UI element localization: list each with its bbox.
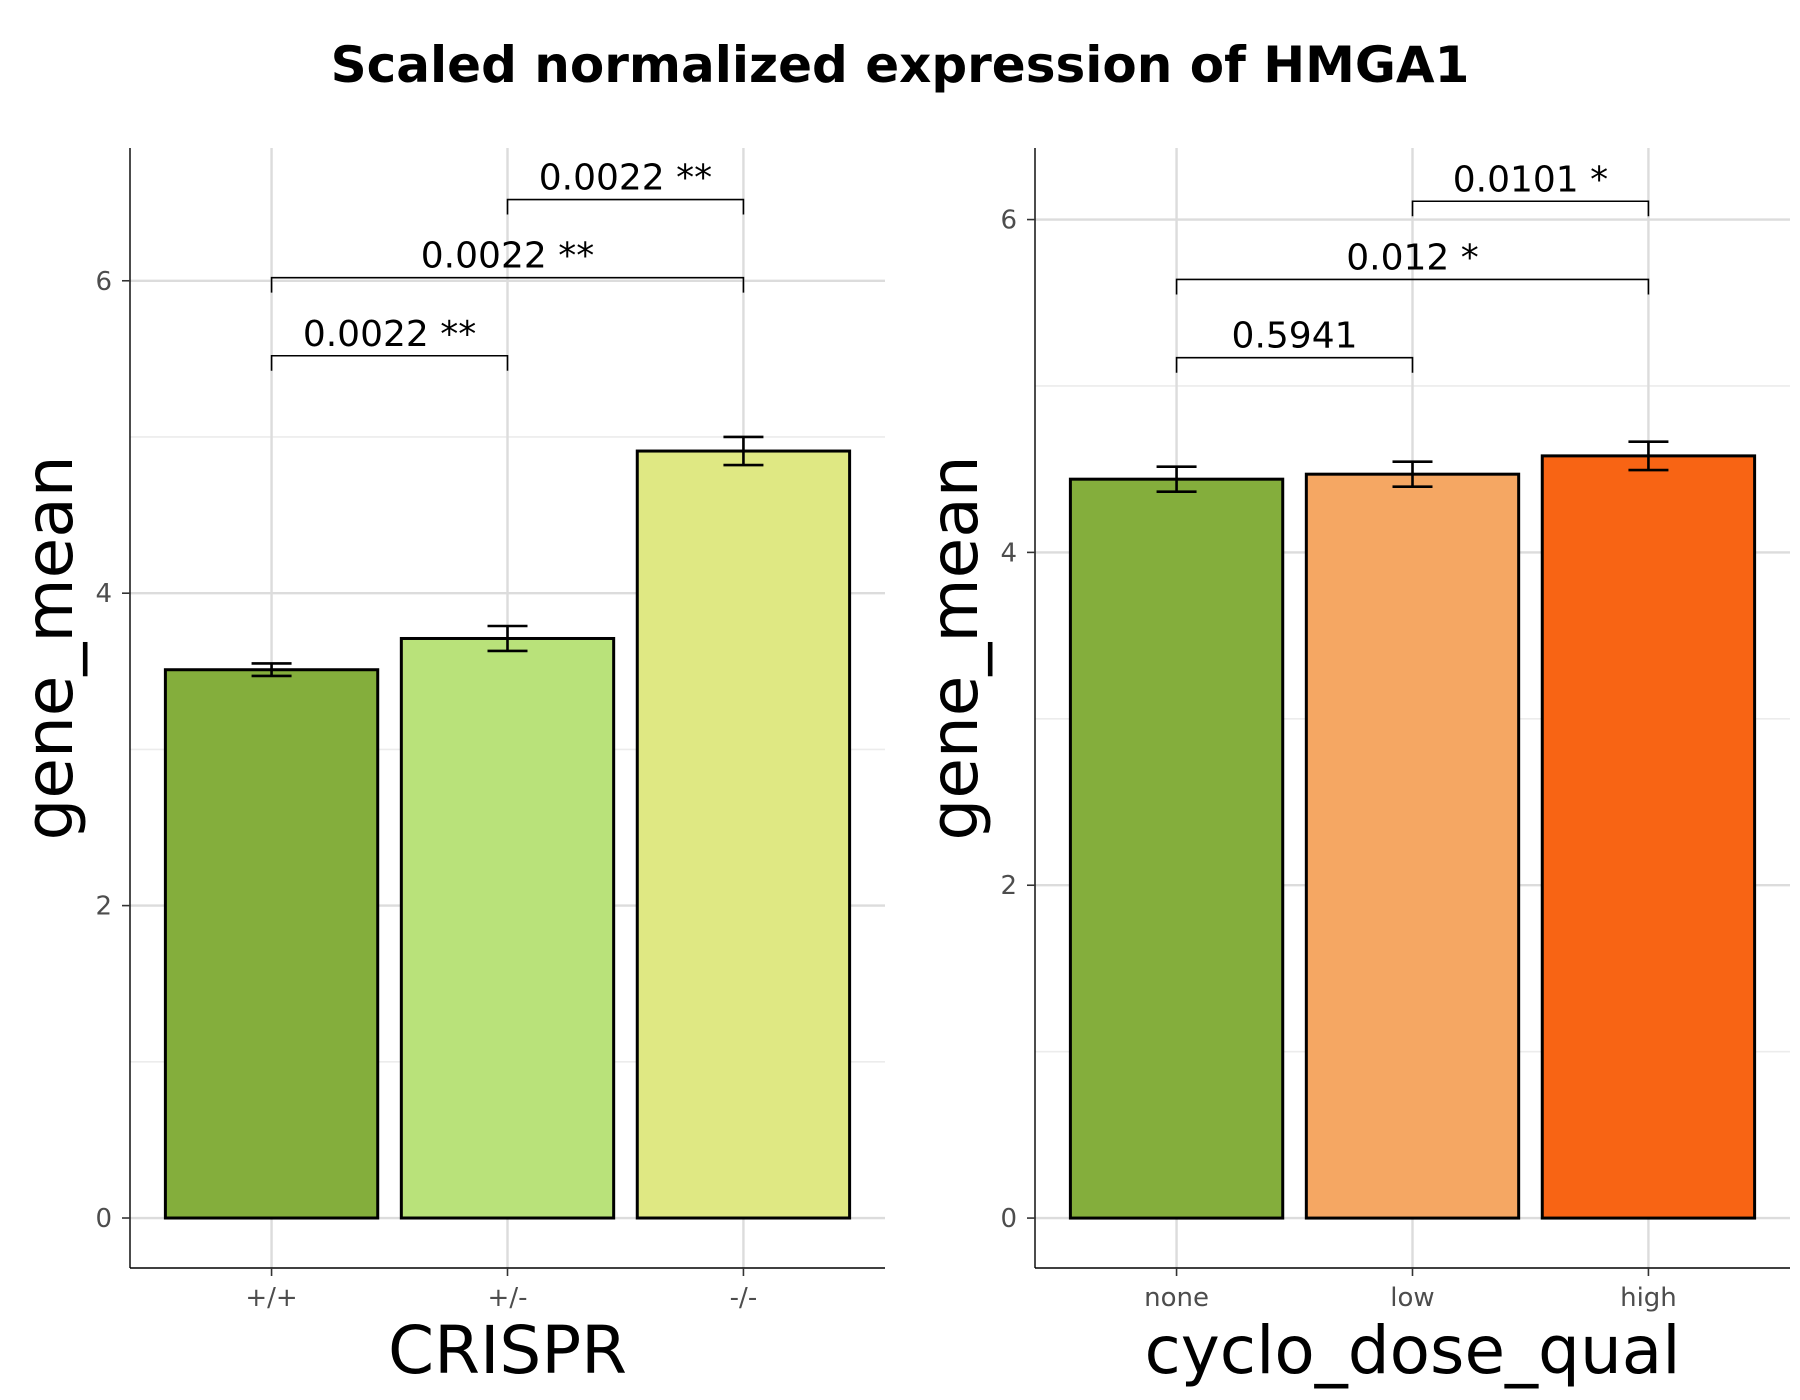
error-bar — [723, 435, 764, 467]
bar-crispr-1 — [399, 636, 616, 1220]
x-tick-label: +/- — [488, 1283, 528, 1313]
panel-cyclo-dose: 0 2 4 6 none low high 0.5941 0.012 * 0.0101 * cycl… — [916, 148, 1790, 1389]
y-tick-label: 0 — [1000, 1204, 1017, 1234]
y-axis-title: gene_mean — [11, 455, 88, 840]
y-tick-label: 2 — [95, 892, 112, 922]
error-bar — [1628, 440, 1669, 472]
bar-cyclo-dose-1 — [1304, 472, 1521, 1220]
panel-crispr: 0 2 4 6 +/+ +/- -/- 0.0022 ** 0.0022 ** 0.0022 **… — [11, 148, 885, 1389]
y-axis-title: gene_mean — [916, 455, 993, 840]
x-tick-label: high — [1620, 1283, 1677, 1313]
significance-label: 0.5941 — [1232, 316, 1358, 357]
x-tick-label: -/- — [730, 1283, 758, 1313]
x-axis-title: cyclo_dose_qual — [1144, 1312, 1680, 1389]
y-tick-label: 6 — [1000, 206, 1017, 236]
significance-label: 0.0101 * — [1453, 159, 1608, 200]
significance-label: 0.012 * — [1346, 237, 1479, 278]
significance-label: 0.0022 ** — [303, 314, 476, 355]
error-bar — [251, 662, 292, 678]
bar-cyclo-dose-0 — [1068, 477, 1285, 1220]
error-bar — [1392, 460, 1433, 488]
bar-crispr-0 — [163, 668, 380, 1220]
significance-label: 0.0022 ** — [421, 236, 594, 277]
significance-bracket: 0.012 * — [1175, 237, 1650, 295]
y-tick-label: 6 — [95, 267, 112, 297]
bar-cyclo-dose-2 — [1540, 454, 1757, 1220]
significance-label: 0.0022 ** — [539, 158, 712, 199]
x-tick-label: low — [1390, 1283, 1434, 1313]
significance-bracket: 0.5941 — [1175, 316, 1414, 373]
significance-bracket: 0.0022 ** — [270, 236, 745, 293]
significance-bracket: 0.0022 ** — [506, 158, 745, 215]
y-tick-label: 0 — [95, 1204, 112, 1234]
bar-crispr-2 — [635, 449, 852, 1220]
y-tick-label: 2 — [1000, 871, 1017, 901]
x-tick-label: +/+ — [245, 1283, 297, 1313]
error-bar — [1156, 465, 1197, 493]
x-axis-title: CRISPR — [388, 1312, 627, 1389]
significance-bracket: 0.0101 * — [1411, 159, 1650, 217]
x-tick-label: none — [1144, 1283, 1209, 1313]
significance-bracket: 0.0022 ** — [270, 314, 509, 371]
y-tick-label: 4 — [1000, 538, 1017, 568]
error-bar — [487, 624, 528, 653]
y-tick-label: 4 — [95, 579, 112, 609]
chart-title: Scaled normalized expression of HMGA1 — [331, 36, 1470, 94]
